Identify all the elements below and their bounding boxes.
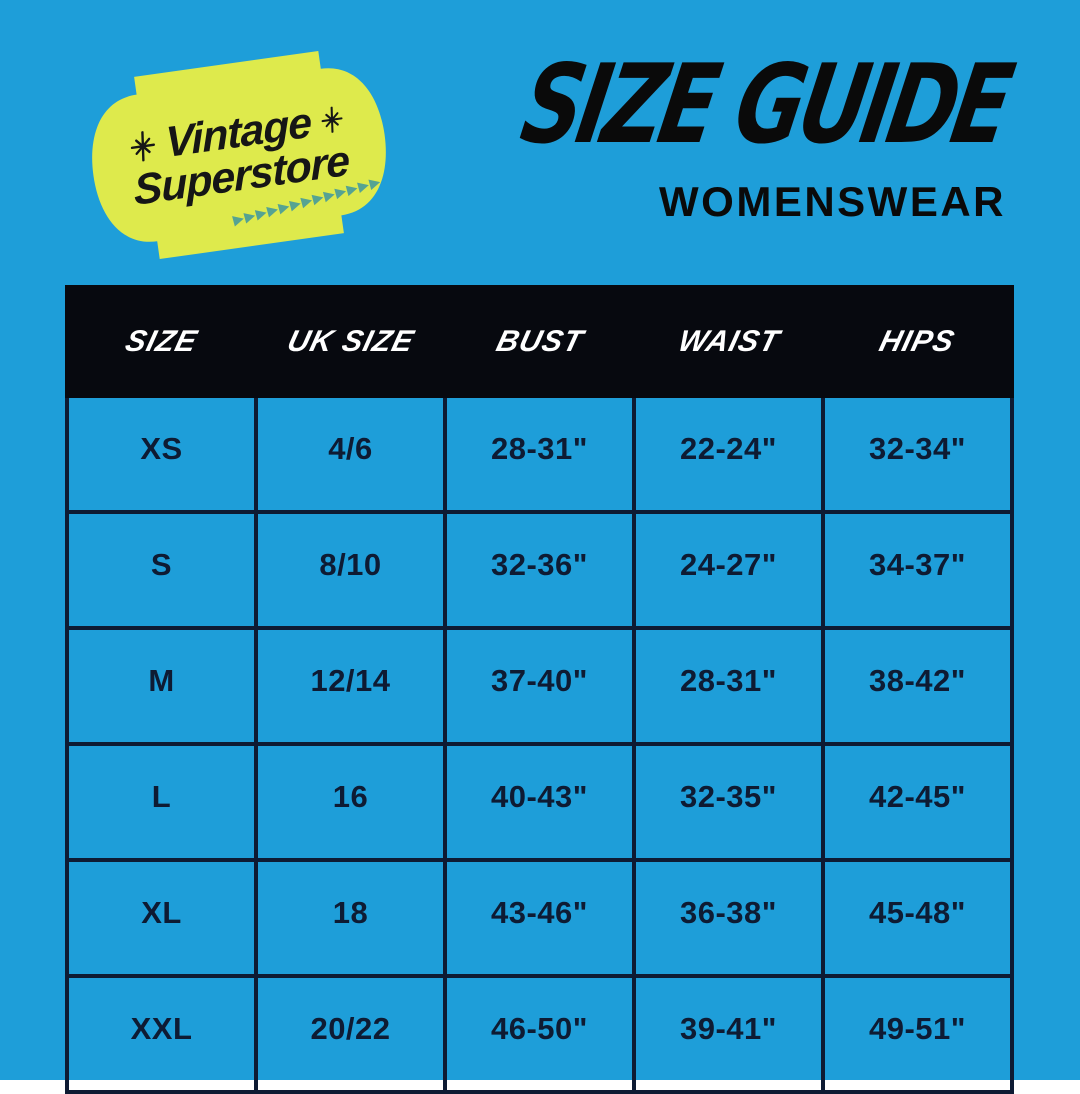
table-row-xs: XS 4/6 28-31" 22-24" 32-34": [65, 394, 1014, 514]
table-cell: 46-50": [443, 974, 636, 1094]
column-header-uk-size: UK SIZE: [254, 285, 447, 398]
column-header-hips: HIPS: [821, 285, 1014, 398]
table-cell: 28-31": [443, 394, 636, 514]
table-cell: 38-42": [821, 626, 1014, 746]
size-table: SIZE UK SIZE BUST WAIST HIPS XS 4/6 28-3…: [65, 285, 1014, 1094]
table-cell: 45-48": [821, 858, 1014, 978]
table-cell: 4/6: [254, 394, 447, 514]
table-cell: 32-35": [632, 742, 825, 862]
table-row-xxl: XXL 20/22 46-50" 39-41" 49-51": [65, 974, 1014, 1094]
table-cell: 22-24": [632, 394, 825, 514]
table-cell: XXL: [65, 974, 258, 1094]
table-row-xl: XL 18 43-46" 36-38" 45-48": [65, 858, 1014, 978]
table-cell: 42-45": [821, 742, 1014, 862]
table-cell: S: [65, 510, 258, 630]
page-subtitle: WOMENSWEAR: [659, 178, 1006, 225]
table-cell: 34-37": [821, 510, 1014, 630]
table-cell: 28-31": [632, 626, 825, 746]
table-cell: 39-41": [632, 974, 825, 1094]
column-header-size: SIZE: [65, 285, 258, 398]
table-row-s: S 8/10 32-36" 24-27" 34-37": [65, 510, 1014, 630]
brand-badge: Vintage Superstore ▶▶▶▶▶▶▶▶▶▶▶▶▶: [76, 40, 402, 270]
sparkle-right-icon: [318, 105, 345, 135]
table-cell: 37-40": [443, 626, 636, 746]
table-cell: XL: [65, 858, 258, 978]
table-cell: L: [65, 742, 258, 862]
table-cell: 43-46": [443, 858, 636, 978]
page-title: SIZE GUIDE: [512, 39, 1018, 169]
column-header-bust: BUST: [443, 285, 636, 398]
table-cell: 32-34": [821, 394, 1014, 514]
column-header-waist: WAIST: [632, 285, 825, 398]
table-cell: 32-36": [443, 510, 636, 630]
table-row-m: M 12/14 37-40" 28-31" 38-42": [65, 626, 1014, 746]
table-cell: 49-51": [821, 974, 1014, 1094]
sparkle-left-icon: [127, 129, 158, 163]
table-cell: M: [65, 626, 258, 746]
badge-content: Vintage Superstore ▶▶▶▶▶▶▶▶▶▶▶▶▶: [76, 40, 402, 276]
table-cell: 8/10: [254, 510, 447, 630]
heading-block: SIZE GUIDE WOMENSWEAR: [404, 40, 1017, 226]
table-cell: 40-43": [443, 742, 636, 862]
table-cell: XS: [65, 394, 258, 514]
table-cell: 20/22: [254, 974, 447, 1094]
brand-name-line1-row: Vintage: [127, 98, 345, 169]
table-cell: 18: [254, 858, 447, 978]
badge-shape: [92, 50, 386, 260]
table-cell: 36-38": [632, 858, 825, 978]
table-header-row: SIZE UK SIZE BUST WAIST HIPS: [65, 285, 1014, 398]
table-cell: 24-27": [632, 510, 825, 630]
table-row-l: L 16 40-43" 32-35" 42-45": [65, 742, 1014, 862]
table-cell: 16: [254, 742, 447, 862]
table-cell: 12/14: [254, 626, 447, 746]
